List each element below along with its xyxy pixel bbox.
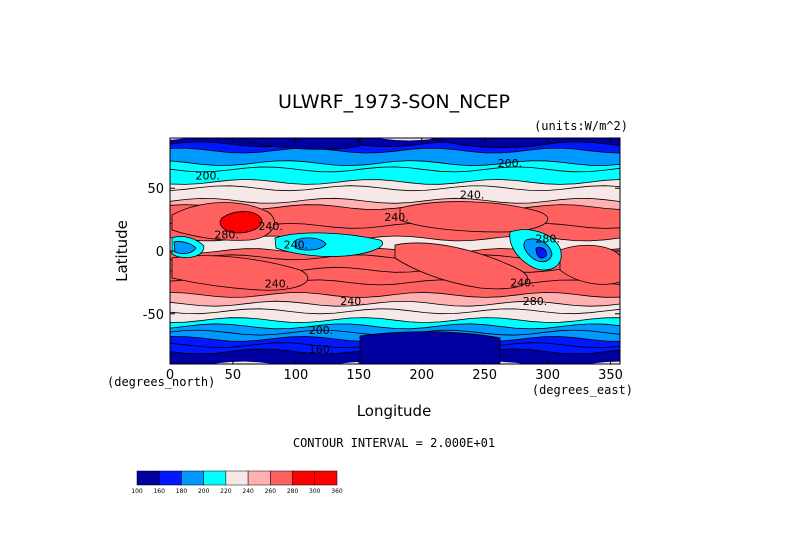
contour-line <box>170 291 620 298</box>
contour-label: 240. <box>265 278 290 291</box>
latitude-band <box>170 308 620 323</box>
units-note: (units:W/m^2) <box>534 119 628 133</box>
region-sahara-peak <box>219 211 263 234</box>
x-tick-label: 200 <box>409 368 434 383</box>
contour-line <box>170 317 620 324</box>
colorbar-swatch <box>136 470 160 486</box>
colorbar-swatch <box>247 470 271 486</box>
latitude-band <box>170 301 620 314</box>
contour-label: 240. <box>384 211 409 224</box>
y-tick-label: -50 <box>143 308 164 323</box>
colorbar-swatch <box>292 470 316 486</box>
chart-title: ULWRF_1973-SON_NCEP <box>278 91 510 113</box>
region-south-pacific-high <box>394 242 529 290</box>
contour-label: 240. <box>510 276 535 289</box>
colorbar-level-label: 260 <box>265 488 277 495</box>
colorbar-level-label: 240 <box>242 488 254 495</box>
colorbar-swatch <box>225 470 249 486</box>
contour-line <box>170 308 620 315</box>
x-tick-label: 100 <box>283 368 308 383</box>
region-siberia-cold <box>429 138 561 148</box>
contour-label: 240. <box>284 239 309 252</box>
y-axis-label: Latitude <box>113 220 131 282</box>
contour-line <box>170 197 620 204</box>
region-africa-deep <box>173 241 197 255</box>
contour-line <box>170 160 620 167</box>
contour-interval-note: CONTOUR INTERVAL = 2.000E+01 <box>293 436 495 450</box>
colorbar-swatch <box>270 470 293 486</box>
contour-label: 240. <box>460 189 485 202</box>
region-north-pacific-high <box>399 201 549 233</box>
contour-label: 280. <box>214 229 239 242</box>
region-south-america-core <box>535 247 547 259</box>
region-south-atlantic-high <box>559 244 620 285</box>
colorbar-swatch <box>314 470 338 486</box>
region-antarctic-lobe <box>359 331 501 364</box>
x-axis-label: Longitude <box>357 402 432 420</box>
latitude-band <box>170 160 620 172</box>
colorbar: 100 160 180 200 220 240 260 280 300 360 <box>131 470 343 495</box>
contour-line <box>170 166 620 173</box>
colorbar-swatch <box>181 470 204 486</box>
latitude-band <box>170 292 620 307</box>
contour-label: 200. <box>196 170 221 183</box>
contour-line <box>170 185 620 192</box>
contour-line <box>170 323 620 330</box>
latitude-band <box>170 323 620 336</box>
colorbar-level-label: 100 <box>131 488 143 495</box>
colorbar-swatch <box>158 470 182 486</box>
x-tick-label: 300 <box>535 368 560 383</box>
plot-area: 200.200.240.240.240.280.240.240.240. 280.… <box>143 137 623 383</box>
contour-label: 200. <box>309 324 334 337</box>
colorbar-level-label: 200 <box>198 488 210 495</box>
region-maritime-continent-deep <box>295 237 327 251</box>
latitude-band <box>170 317 620 329</box>
x-tick-label: 350 <box>598 368 623 383</box>
contour-label: 280. <box>535 232 560 245</box>
y-tick-label: 0 <box>156 245 164 260</box>
contour-label: 200. <box>498 157 523 170</box>
colorbar-level-label: 300 <box>309 488 321 495</box>
colorbar-level-label: 180 <box>176 488 188 495</box>
y-unit-note: (degrees_north) <box>107 375 215 389</box>
contour-label: 240. <box>258 220 283 233</box>
y-tick-label: 50 <box>147 182 164 197</box>
x-tick-label: 50 <box>225 368 242 383</box>
x-unit-note: (degrees_east) <box>532 383 633 397</box>
contour-line <box>170 178 620 185</box>
colorbar-swatch <box>203 470 227 486</box>
latitude-band <box>170 166 620 185</box>
colorbar-level-label: 360 <box>331 488 343 495</box>
contour-line <box>170 147 620 154</box>
region-arctic-low <box>239 138 361 150</box>
colorbar-level-label: 160 <box>153 488 165 495</box>
x-tick-label: 150 <box>346 368 371 383</box>
latitude-band <box>170 141 620 154</box>
contour-label: 280. <box>523 295 548 308</box>
colorbar-level-label: 280 <box>287 488 299 495</box>
contour-label: 240. <box>340 295 365 308</box>
contour-label: 160. <box>309 343 334 356</box>
x-tick-label: 0 <box>166 368 174 383</box>
latitude-band <box>170 185 620 204</box>
region-south-indian-high <box>171 255 309 291</box>
x-tick-label: 250 <box>472 368 497 383</box>
contour-line <box>170 300 620 307</box>
colorbar-level-label: 220 <box>220 488 232 495</box>
